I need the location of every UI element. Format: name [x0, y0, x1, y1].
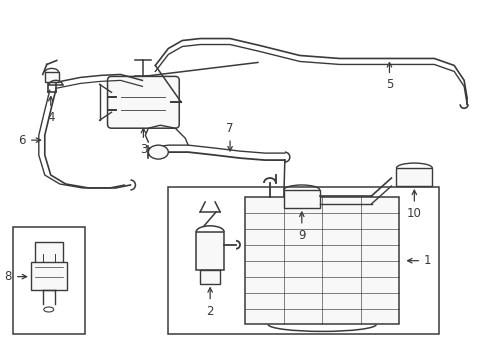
Text: 6: 6	[18, 134, 26, 147]
Bar	[31, 262, 67, 289]
Bar	[200, 270, 220, 284]
Bar	[13, 227, 85, 334]
Ellipse shape	[44, 307, 54, 312]
Bar	[35, 242, 63, 264]
Text: 4: 4	[47, 111, 54, 124]
Text: 2: 2	[206, 305, 214, 318]
Text: 9: 9	[298, 229, 306, 242]
Text: 10: 10	[407, 207, 422, 220]
Bar	[396, 168, 432, 186]
Bar	[284, 190, 319, 208]
Text: 7: 7	[226, 122, 234, 135]
Text: 8: 8	[4, 270, 12, 283]
Text: 1: 1	[423, 254, 431, 267]
Bar	[245, 197, 399, 324]
Bar	[168, 187, 439, 334]
Text: 3: 3	[140, 143, 147, 156]
FancyBboxPatch shape	[107, 76, 179, 128]
Text: 5: 5	[386, 78, 393, 91]
Bar	[196, 232, 224, 270]
Bar	[45, 72, 59, 82]
Ellipse shape	[148, 145, 168, 159]
